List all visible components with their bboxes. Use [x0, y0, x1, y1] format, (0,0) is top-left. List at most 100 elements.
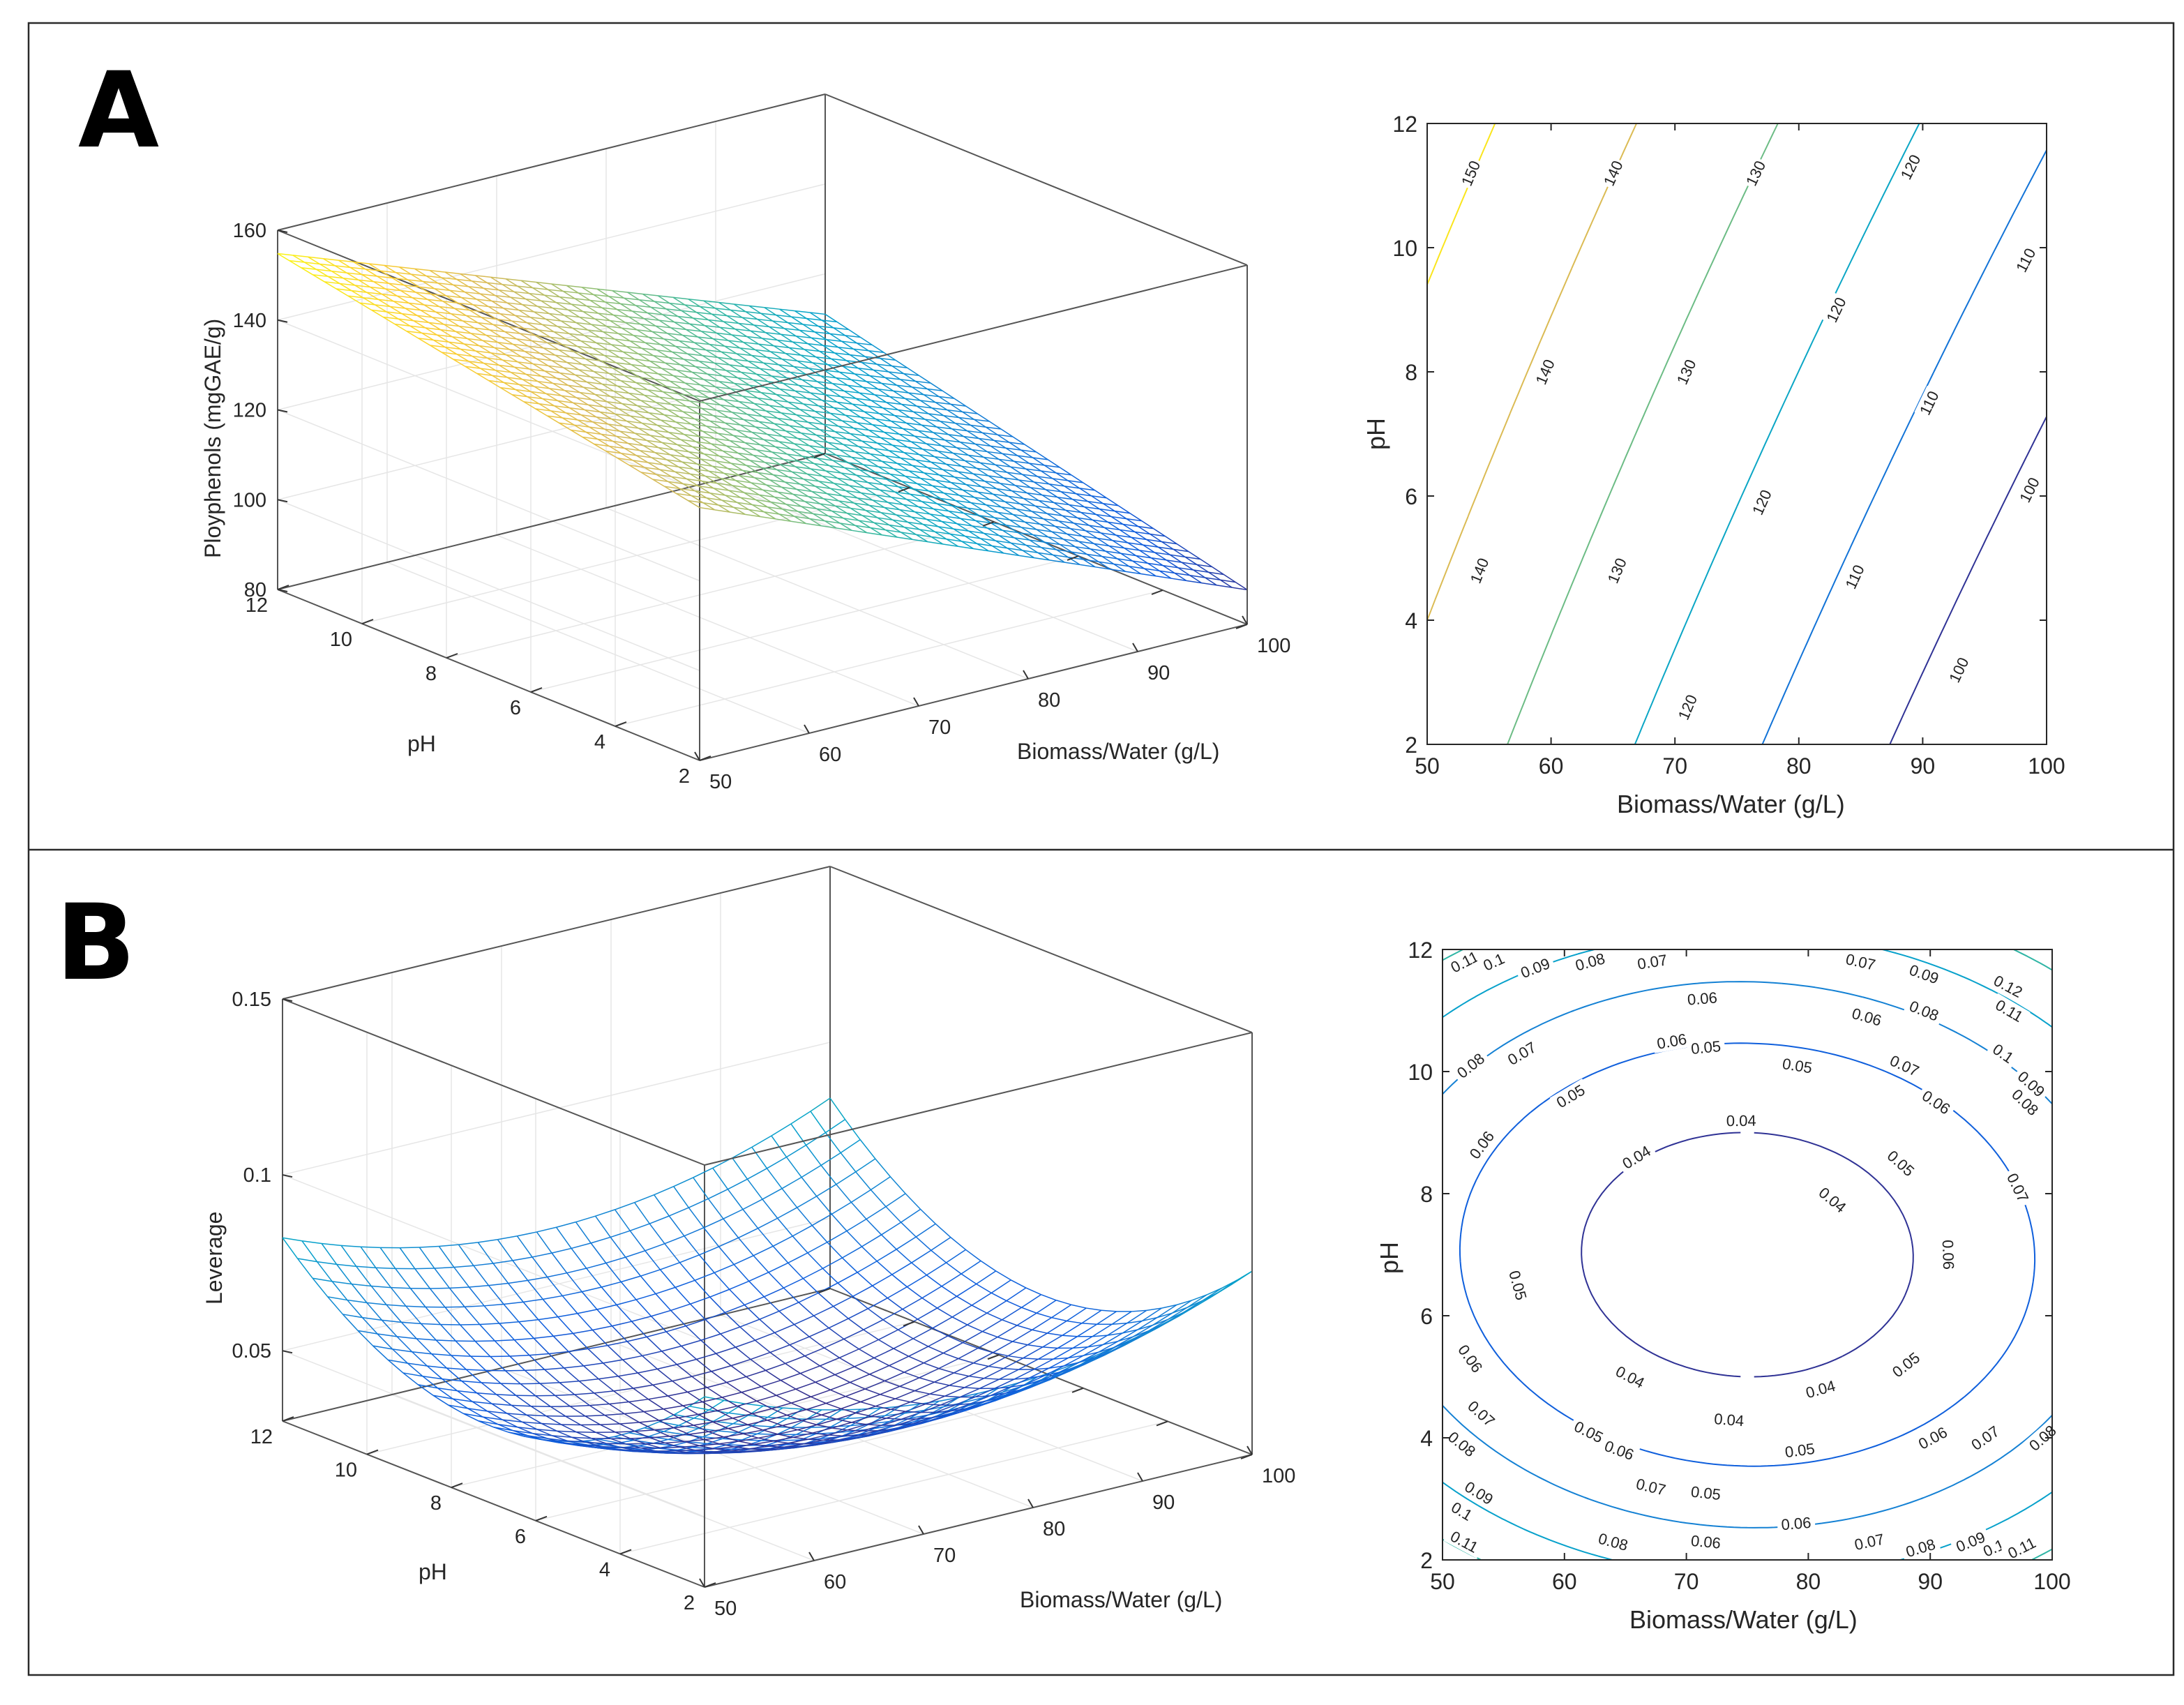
surface-a-axes-box [277, 93, 1248, 761]
mesh-line-biomass [1016, 509, 1032, 512]
mesh-line-ph [435, 1339, 452, 1356]
mesh-line-ph [334, 265, 347, 273]
mesh-line-biomass [1015, 485, 1031, 488]
mesh-line-ph [794, 466, 808, 475]
mesh-line-ph [462, 320, 475, 329]
mesh-line-ph [980, 538, 993, 547]
mesh-line-biomass [815, 356, 831, 360]
mesh-line-biomass [758, 421, 774, 425]
mesh-line-ph [1002, 1383, 1018, 1393]
mesh-line-ph [852, 1295, 868, 1309]
mesh-line-ph [1197, 1295, 1214, 1306]
mesh-line-biomass [692, 1446, 712, 1450]
box-edge [699, 624, 1248, 761]
mesh-line-biomass [963, 513, 979, 516]
mesh-line-biomass [1063, 539, 1079, 542]
mesh-line-ph [736, 430, 749, 438]
mesh-line-ph [605, 301, 617, 310]
mesh-line-biomass [832, 460, 848, 463]
mesh-line-biomass [750, 330, 766, 333]
mesh-line-ph [570, 356, 582, 365]
mesh-line-ph [709, 344, 722, 352]
mesh-line-biomass [850, 354, 866, 357]
mesh-line-ph [796, 414, 808, 423]
mesh-line-biomass [998, 1369, 1019, 1380]
mesh-line-ph [687, 500, 700, 509]
mesh-line-biomass [583, 386, 599, 390]
mesh-line-biomass [709, 343, 725, 347]
mesh-line-ph [859, 1139, 876, 1159]
mesh-line-biomass [391, 1286, 411, 1289]
mesh-line-ph [615, 1432, 631, 1439]
mesh-line-ph [679, 416, 692, 425]
mesh-line-ph [585, 431, 598, 440]
mesh-line-biomass [543, 1439, 563, 1443]
mesh-line-ph [906, 499, 919, 508]
mesh-line-ph [1163, 1316, 1179, 1325]
mesh-line-ph [1074, 546, 1087, 555]
mesh-line-biomass [761, 392, 777, 396]
mesh-line-ph [475, 350, 488, 359]
mesh-line-biomass [665, 362, 681, 366]
mesh-line-biomass [731, 334, 747, 338]
mesh-line-biomass [336, 1263, 356, 1267]
mesh-line-biomass [632, 1450, 652, 1453]
mesh-line-biomass [820, 429, 836, 433]
mesh-line-ph [506, 1413, 522, 1422]
mesh-line-biomass [593, 294, 609, 297]
mesh-line-biomass [451, 1355, 471, 1357]
mesh-line-ph [702, 502, 716, 511]
mesh-line-biomass [1049, 483, 1065, 487]
mesh-line-ph [479, 345, 492, 354]
mesh-line-biomass [781, 333, 797, 337]
mesh-line-ph [997, 511, 1010, 520]
mesh-line-biomass [563, 290, 579, 294]
mesh-line-biomass [933, 508, 949, 512]
z-tick-mark [277, 499, 288, 503]
mesh-line-biomass [1020, 503, 1036, 507]
mesh-line-biomass [734, 458, 750, 461]
mesh-line-ph [551, 360, 564, 368]
mesh-line-ph [780, 464, 792, 472]
mesh-line-ph [1131, 536, 1143, 546]
mesh-line-biomass [885, 529, 901, 533]
mesh-line-biomass [718, 380, 735, 384]
mesh-line-biomass [411, 273, 427, 277]
mesh-line-ph [949, 458, 962, 467]
mesh-line-ph [871, 1415, 887, 1419]
mesh-line-ph [919, 454, 932, 463]
mesh-line-ph [555, 1395, 571, 1407]
mesh-line-biomass [905, 475, 921, 479]
mesh-line-ph [853, 502, 866, 511]
mesh-line-ph [778, 1310, 795, 1325]
mesh-line-biomass [756, 1395, 777, 1402]
mesh-line-biomass [927, 467, 943, 470]
mesh-line-biomass [1034, 481, 1050, 485]
mesh-line-ph [1018, 479, 1031, 488]
mesh-line-ph [1010, 1279, 1027, 1289]
mesh-line-ph [594, 1392, 610, 1405]
mesh-line-biomass [497, 1423, 518, 1428]
mesh-line-ph [812, 440, 825, 449]
mesh-line-ph [700, 331, 714, 340]
mesh-line-biomass [647, 440, 663, 444]
contour-label-bg [1915, 1083, 1957, 1120]
mesh-line-biomass [722, 375, 738, 379]
floor-gridline [605, 507, 1029, 679]
mesh-line-biomass [762, 1425, 783, 1431]
mesh-line-biomass [682, 411, 698, 414]
mesh-line-ph [889, 524, 901, 533]
mesh-line-biomass [622, 327, 638, 331]
mesh-line-biomass [949, 458, 965, 462]
mesh-line-ph [596, 416, 609, 425]
mesh-line-biomass [914, 511, 931, 515]
mesh-line-biomass [462, 320, 479, 324]
mesh-line-biomass [1137, 1316, 1158, 1330]
mesh-line-ph [724, 1312, 741, 1328]
mesh-line-biomass [1117, 1329, 1138, 1342]
mesh-line-ph [1067, 480, 1080, 489]
mesh-line-biomass [809, 445, 825, 449]
mesh-line-biomass [600, 1423, 620, 1425]
mesh-line-ph [628, 316, 641, 325]
mesh-line-biomass [596, 1304, 617, 1310]
